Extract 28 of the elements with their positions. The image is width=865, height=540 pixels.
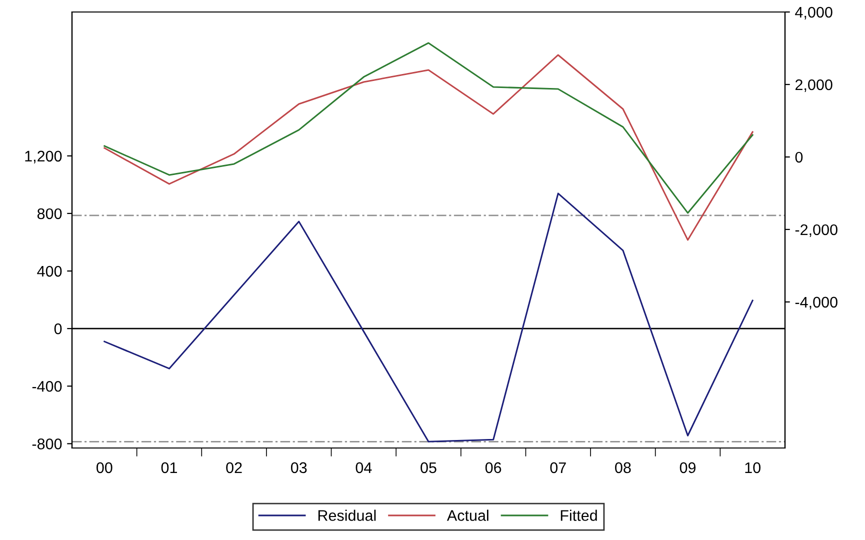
x-tick-label: 00: [96, 462, 112, 474]
x-tick-label: 09: [680, 462, 696, 474]
x-tick-label: 04: [356, 462, 372, 474]
x-tick-label: 02: [226, 462, 242, 474]
y-tick-label: 1,200: [25, 150, 62, 164]
x-tick-label: 08: [615, 462, 631, 474]
y-tick-label: -400: [32, 380, 62, 392]
legend-label: Actual: [446, 510, 488, 521]
y2-tick-label: 4,000: [795, 6, 832, 20]
x-tick-label: 03: [290, 462, 307, 474]
line-series: [104, 54, 754, 241]
line-series: [104, 42, 754, 214]
legend-label: Fitted: [560, 510, 597, 521]
y2-tick-label: -4,000: [795, 296, 838, 310]
y2-tick-label: -2,000: [795, 224, 838, 237]
y2-tick-label: 0: [795, 152, 803, 163]
y-tick-label: 0: [54, 323, 62, 334]
y-tick-label: -800: [32, 438, 62, 450]
x-tick-label: 06: [485, 462, 502, 474]
y2-tick-label: 2,000: [795, 79, 832, 92]
x-tick-label: 07: [550, 462, 566, 474]
line-series: [104, 192, 754, 442]
x-tick-label: 05: [420, 462, 436, 474]
y-tick-label: 400: [37, 266, 62, 277]
legend-label: Residual: [318, 510, 376, 521]
y-tick-label: 800: [37, 208, 62, 220]
x-tick-label: 01: [161, 462, 177, 474]
x-tick-label: 10: [745, 462, 760, 474]
